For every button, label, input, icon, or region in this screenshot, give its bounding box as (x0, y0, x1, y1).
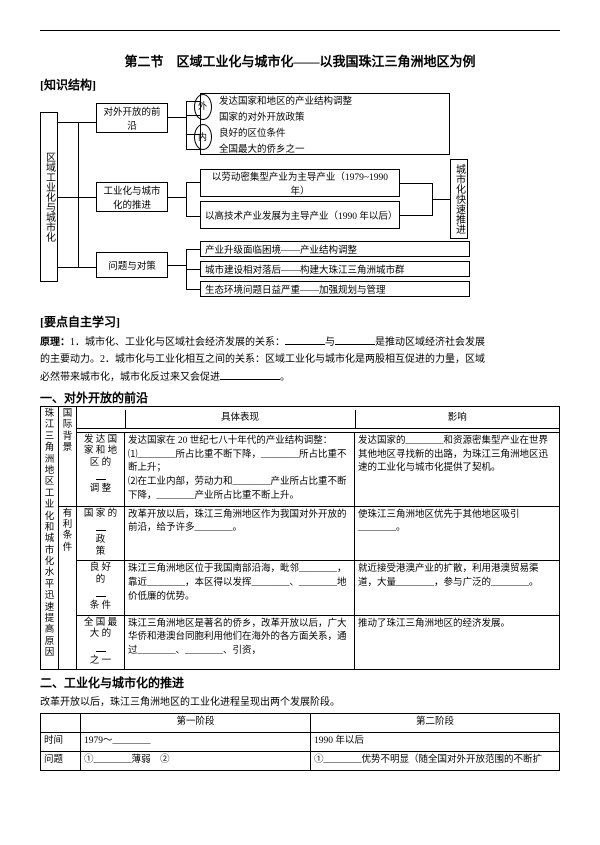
tm-r1-eff: 发达国家的________和资源密集型产业在世界其他地区寻找新的出路，为珠江三角… (355, 432, 560, 506)
tm-r2-eff: 使珠江三角洲地区优先于其他地区吸引________。 (355, 506, 560, 561)
t2-h1: 第一阶段 (81, 714, 311, 733)
diagram-p2: 城市建设相对落后——构建大珠江三角洲城市群 (200, 261, 470, 277)
tm-leftmain: 珠江三角洲地区工业化和城市化水平迅速提高原因 (41, 407, 59, 670)
tm-r1-ba: 发达国家在 20 世纪七八十年代的产业结构调整： (128, 436, 332, 446)
diagram-right-urban: 城市化快速推进 (450, 159, 468, 239)
diagram-open-container: 发达国家和地区的产业结构调整 国家的对外开放政策 良好的区位条件 全国最大的侨乡… (200, 93, 450, 155)
t2-t2: 1990 年以后 (311, 733, 560, 752)
principle-3a: 必然带来城市化，城市化反过来又会促进 (40, 372, 220, 383)
principle-1c: 是推动区域经济社会发展 (375, 337, 485, 348)
tm-bl3 (96, 586, 106, 597)
blank-3 (220, 369, 280, 380)
principle-1b: 与 (325, 337, 335, 348)
page-title: 第二节 区域工业化与城市化——以我国珠江三角洲地区为例 (40, 51, 560, 70)
diagram-box-problem: 问题与对策 (96, 252, 168, 278)
sec2-heading: 二、工业化与城市化的推进 (40, 674, 560, 691)
diagram-box-open: 对外开放的前沿 (96, 103, 168, 133)
tm-r4-body: 珠江三角洲地区是著名的侨乡，改革开放以后，广大华侨和港澳台同胞利用他们在海外的各… (125, 615, 355, 670)
t2-q-label: 问题 (41, 751, 81, 770)
t2-t1: 1979～________ (81, 733, 311, 752)
t2-q1: ①________薄弱 ② (81, 751, 311, 770)
principle-1a: 1．城市化、工业化与区域社会经济发展的关系： (70, 337, 285, 348)
blank-1 (285, 334, 325, 345)
tm-r1c2 (77, 410, 125, 428)
keypoints-heading: [要点自主学习] (40, 313, 560, 330)
diagram-t4: 全国最大的侨乡之一 (201, 140, 323, 156)
tm-r3-eff: 就近接受港澳产业的扩散，利用港澳贸易渠道，大量________，参与广泛的___… (355, 561, 560, 616)
tm-h2: 影响 (355, 410, 559, 428)
diagram-m2: 以高技术产业发展为主导产业（1990 年以后） (200, 201, 400, 229)
diagram-box-push: 工业化与城市化的推进 (96, 182, 168, 212)
knowledge-structure-diagram: 区域工业化与城市化 对外开放的前沿 工业化与城市化的推进 问题与对策 外 内 发… (40, 97, 560, 307)
t2-time-label: 时间 (41, 733, 81, 752)
t2-h2: 第二阶段 (311, 714, 560, 733)
tm-r1c1: 国际背景 (59, 407, 77, 507)
diagram-p3: 生态环境问题日益严重——加强规划与管理 (200, 281, 470, 297)
principle-line2: 的主要动力。2．城市化与工业化相互之间的关系：区域工业化与城市化是两股相互促进的… (40, 352, 560, 367)
tm-r3-sub: 良 好的条 件 (77, 561, 125, 616)
tm-r1-bc: ⑵在工业内部，劳动力和________产业所占比重不断下降，________产业… (128, 477, 347, 501)
diagram-p1: 产业升级面临困境——产业结构调整 (200, 241, 470, 257)
tm-r3c1: 有利条件 (59, 506, 77, 670)
tm-r2-sub: 国 家 的政策 (77, 506, 125, 561)
sec1-heading: 一、对外开放的前沿 (40, 389, 560, 406)
t2-q2: ①________优势不明显（随全国对外开放范围的不断扩 (311, 751, 560, 770)
diagram-t2: 国家的对外开放政策 (201, 108, 323, 124)
blank-2 (335, 334, 375, 345)
table-frontier-main: 珠江三角洲地区工业化和城市化水平迅速提高原因 国际背景 具体表现 影响 发 达 … (40, 406, 560, 670)
tm-r1-sub: 发 达 国 家 和 地 区 的调 整 (77, 432, 125, 506)
tm-bl1 (96, 469, 106, 480)
principle-para: 原理：1．城市化、工业化与区域社会经济发展的关系： 与 是推动区域经济社会发展 (40, 334, 560, 350)
principle-label: 原理： (40, 337, 70, 348)
diagram-main-left: 区域工业化与城市化 (40, 112, 58, 282)
tm-bl2 (96, 520, 106, 531)
structure-heading: [知识结构] (40, 76, 560, 93)
diagram-t1: 发达国家和地区的产业结构调整 (201, 92, 370, 108)
tm-r2-body: 改革开放以后，珠江三角洲地区作为我国对外开放的前沿，给予许多________。 (125, 506, 355, 561)
tm-r4-eff: 推动了珠江三角洲地区的经济发展。 (355, 615, 560, 670)
diagram-t3: 良好的区位条件 (201, 124, 304, 140)
tm-r1-bb: ⑴________所占比重不断下降，________所占比重不断上升； (128, 450, 347, 474)
table-stages: 第一阶段 第二阶段 时间 1979～________ 1990 年以后 问题 ①… (40, 713, 560, 770)
principle-3b: 。 (280, 372, 290, 383)
tm-r4-sub: 全 国 最 大 的之 一 (77, 615, 125, 670)
t2-empty (41, 714, 81, 733)
principle-line3: 必然带来城市化，城市化反过来又会促进 。 (40, 369, 560, 385)
diagram-m1: 以劳动密集型产业为主导产业（1979~1990 年） (200, 169, 400, 197)
top-rule (40, 30, 560, 31)
tm-r1-body: 发达国家在 20 世纪七八十年代的产业结构调整： ⑴________所占比重不断… (125, 432, 355, 506)
tm-r3-body: 珠江三角洲地区位于我国南部沿海，毗邻________，靠近________，本区… (125, 561, 355, 616)
tm-bl4 (96, 641, 106, 652)
tm-h1: 具体表现 (125, 410, 355, 428)
push-intro: 改革开放以后，珠江三角洲地区的工业化进程呈现出两个发展阶段。 (40, 695, 560, 710)
